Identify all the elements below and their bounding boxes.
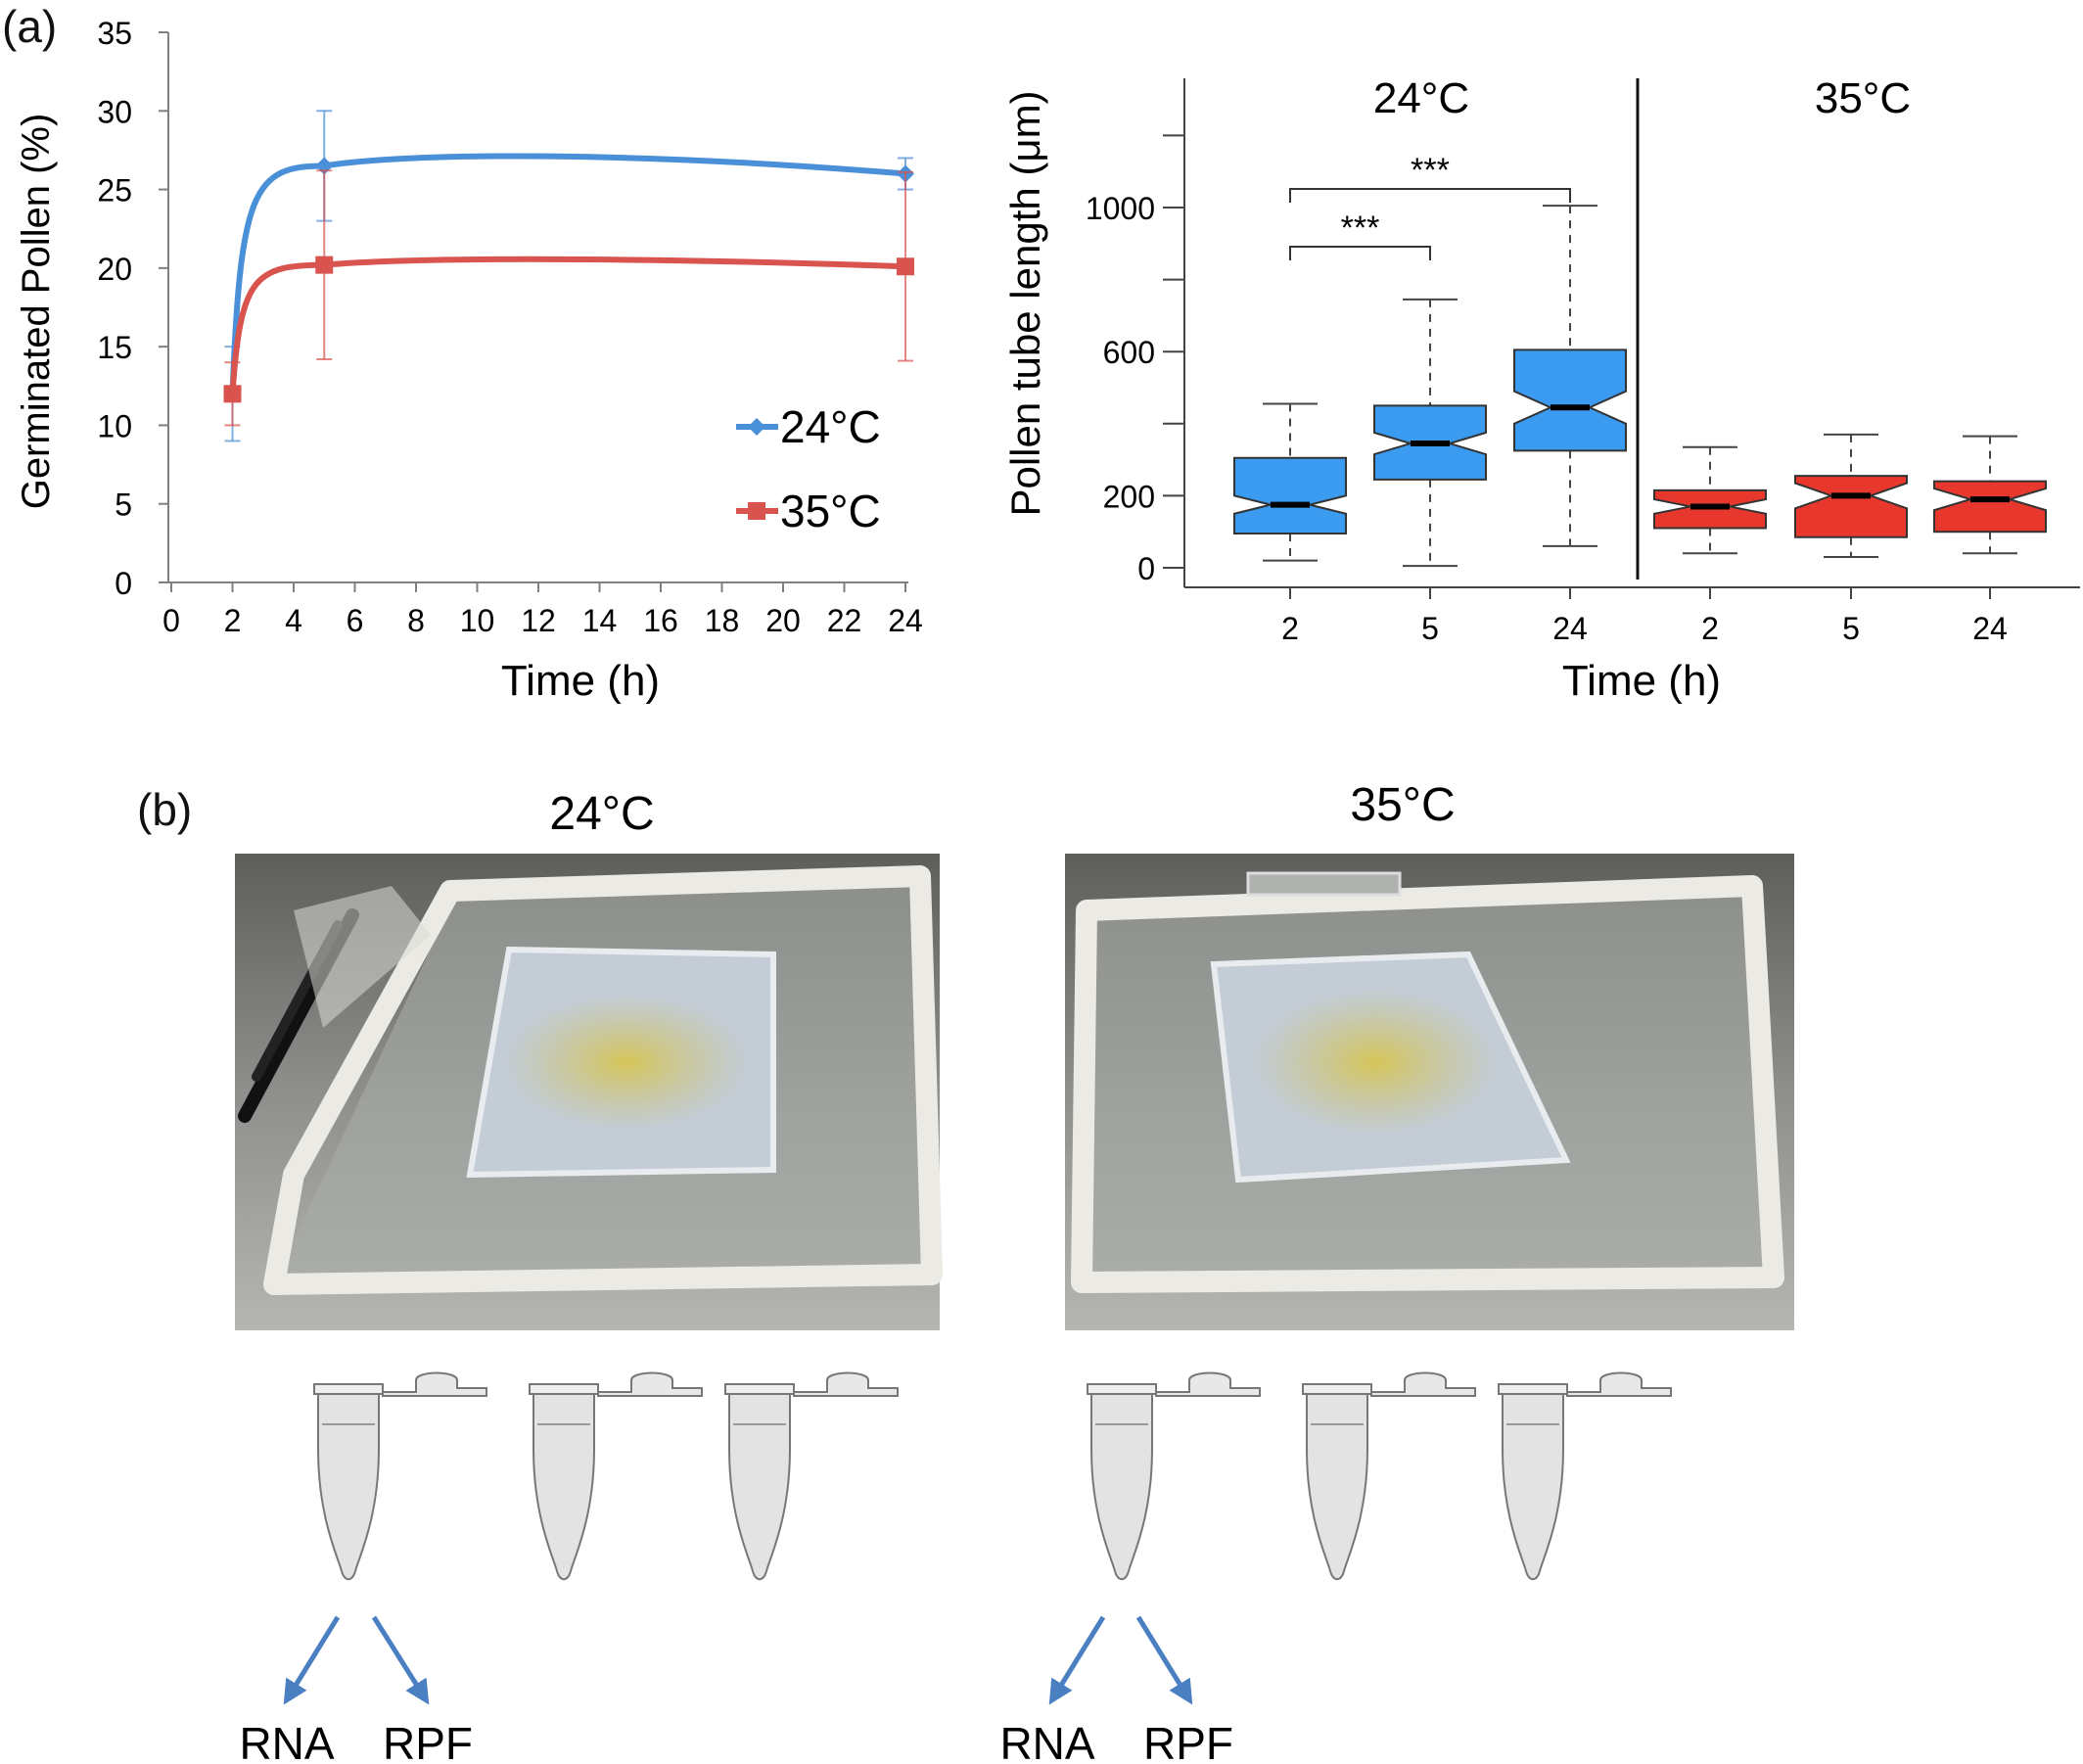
legend-marker: [748, 418, 765, 436]
line-chart-x-tick-label: 2: [224, 603, 242, 638]
output-rna-24c: RNA: [239, 1718, 334, 1764]
series-35c: [223, 169, 914, 427]
notched-box: [1233, 456, 1347, 535]
line-chart-x-tick-label: 20: [765, 603, 801, 638]
box-chart-x-tick-label: 2: [1281, 611, 1299, 646]
microcentrifuge-tube-icon: [313, 1371, 487, 1581]
line-chart-legend: 24°C 35°C: [736, 401, 881, 536]
significance-label: ***: [1411, 152, 1450, 189]
box-chart-x-axis-label: Time (h): [1562, 657, 1721, 705]
line-chart-x-tick-label: 24: [888, 603, 923, 638]
box-chart-y-axis-label: Pollen tube length (μm): [1002, 90, 1048, 516]
group-title-35c: 35°C: [1815, 74, 1911, 122]
box-chart-x-tick-label: 2: [1701, 611, 1719, 646]
panel-b-label: (b): [137, 784, 193, 835]
line-chart-y-tick-label: 15: [97, 330, 132, 365]
box-35c-2h: 2: [1653, 445, 1767, 646]
box-chart-x-tick-label: 5: [1421, 611, 1439, 646]
line-chart-y-tick-label: 20: [97, 252, 132, 287]
output-rpf-24c: RPF: [383, 1718, 473, 1764]
box-35c-24h: 24: [1933, 435, 2047, 646]
line-chart-x-tick-label: 12: [521, 603, 556, 638]
line-chart-x-axis-label: Time (h): [501, 657, 660, 705]
line-chart-x-tick-label: 0: [162, 603, 180, 638]
box-chart-x-tick-label: 24: [1972, 611, 2008, 646]
legend-marker: [748, 502, 765, 520]
series-24c: [223, 110, 914, 442]
output-rpf-35c: RPF: [1143, 1718, 1233, 1764]
series-line: [229, 255, 906, 395]
output-rna-35c: RNA: [999, 1718, 1094, 1764]
microcentrifuge-tube-icon: [724, 1371, 899, 1581]
microcentrifuge-tube-icon: [1087, 1371, 1261, 1581]
arrow-rpf-24c: [371, 1615, 430, 1705]
series-line: [229, 153, 906, 395]
photo-title-35c: 35°C: [1350, 779, 1455, 831]
notched-box: [1794, 475, 1908, 538]
line-chart-y-tick-label: 5: [115, 487, 132, 523]
box-35c-5h: 5: [1794, 433, 1908, 646]
notched-box: [1933, 480, 2047, 534]
panel-a-label: (a): [2, 1, 58, 52]
line-chart-x-tick-label: 6: [347, 603, 364, 638]
line-chart-y-tick-label: 30: [97, 94, 132, 129]
line-chart-x-tick-label: 18: [705, 603, 740, 638]
line-chart-y-tick-label: 10: [97, 408, 132, 443]
significance-bracket: [1289, 246, 1431, 260]
output-arrows: [283, 1615, 1193, 1705]
pollen-tube-box-chart: 24°C 35°C 0 200 600 1000 2 5 24 2 5 24 *** *** Po…: [1002, 74, 2080, 705]
notched-box: [1513, 348, 1627, 452]
line-chart-y-axis-label: Germinated Pollen (%): [15, 114, 58, 510]
photo-title-24c: 24°C: [549, 788, 654, 840]
data-point: [897, 257, 914, 276]
box-chart-y-tick-label: 600: [1103, 335, 1155, 370]
arrow-rna-24c: [283, 1615, 341, 1705]
photo-24c: [235, 854, 943, 1330]
box-chart-y-tick-label: 1000: [1086, 191, 1155, 226]
box-chart-x-tick-label: 5: [1842, 611, 1860, 646]
data-point: [223, 385, 242, 403]
box-24c-5h: 5: [1373, 298, 1487, 646]
arrow-rna-35c: [1048, 1615, 1106, 1705]
box-chart-x-tick-label: 24: [1552, 611, 1588, 646]
arrow-rpf-35c: [1135, 1615, 1193, 1705]
line-chart-x-tick-label: 22: [827, 603, 862, 638]
box-chart-y-tick-label: 0: [1137, 551, 1155, 586]
photo-35c: [1065, 854, 1794, 1330]
significance-label: ***: [1341, 209, 1380, 247]
box-24c-2h: 2: [1233, 402, 1347, 646]
microcentrifuge-tube-icon: [529, 1371, 703, 1581]
legend-label: 35°C: [780, 486, 881, 536]
legend-label: 24°C: [780, 401, 881, 452]
significance-bracket: [1289, 188, 1571, 203]
line-chart-y-tick-label: 25: [97, 173, 132, 209]
microcentrifuge-tube-icon: [1498, 1371, 1672, 1581]
line-chart-x-tick-label: 16: [643, 603, 678, 638]
microcentrifuge-tube-icon: [1302, 1371, 1476, 1581]
line-chart-y-tick-label: 35: [97, 16, 132, 51]
line-chart-y-tick-label: 0: [115, 566, 132, 601]
group-title-24c: 24°C: [1373, 74, 1469, 122]
line-chart-x-tick-label: 10: [460, 603, 495, 638]
data-point: [315, 255, 334, 274]
box-chart-y-tick-label: 200: [1103, 479, 1155, 514]
line-chart-x-tick-label: 14: [582, 603, 618, 638]
line-chart-x-tick-label: 8: [407, 603, 425, 638]
box-24c-24h: 24: [1513, 205, 1627, 646]
line-chart-x-tick-label: 4: [285, 603, 302, 638]
